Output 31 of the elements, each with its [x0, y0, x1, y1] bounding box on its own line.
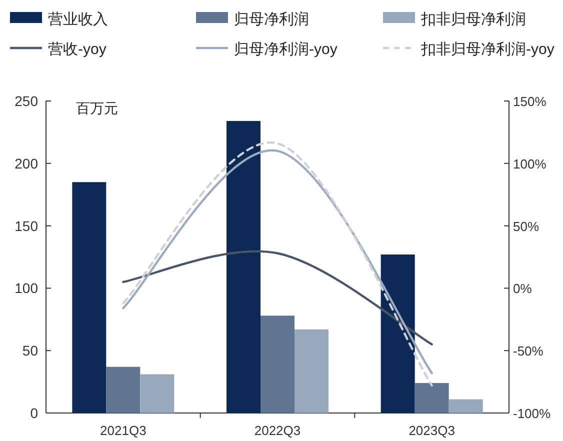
bar — [380, 254, 415, 413]
bar — [140, 374, 174, 413]
y2-tick-label: 150% — [513, 94, 547, 109]
bar — [106, 366, 140, 413]
bar — [294, 329, 328, 413]
y-tick-label: 200 — [14, 155, 38, 172]
legend-label: 营业收入 — [48, 11, 108, 28]
y2-tick-label: 0% — [513, 281, 532, 296]
x-tick-label: 2022Q3 — [254, 423, 301, 438]
bar — [414, 383, 449, 413]
bar — [226, 120, 260, 413]
y-tick-label: 50 — [22, 342, 38, 359]
y2-tick-label: -50% — [513, 344, 544, 359]
annotation: 百万元 — [76, 100, 118, 116]
x-tick-label: 2021Q3 — [100, 423, 146, 438]
y-tick-label: 0 — [30, 405, 38, 421]
bar — [448, 399, 483, 413]
legend-label: 营收-yoy — [48, 41, 107, 58]
legend-label: 扣非归母净利润-yoy — [420, 41, 555, 58]
y2-tick-label: 50% — [513, 218, 540, 234]
bar — [260, 316, 294, 413]
x-tick-label: 2023Q3 — [408, 423, 455, 438]
legend-label: 扣非归母净利润 — [420, 11, 526, 28]
legend-label: 归母净利润 — [234, 11, 309, 28]
y2-tick-label: 100% — [513, 156, 547, 172]
y-tick-label: 250 — [14, 93, 38, 109]
bar — [72, 182, 106, 413]
y2-tick-label: -100% — [513, 406, 552, 421]
legend-label: 归母净利润-yoy — [234, 41, 338, 58]
y-tick-label: 150 — [14, 218, 38, 234]
y-tick-label: 100 — [14, 280, 38, 296]
